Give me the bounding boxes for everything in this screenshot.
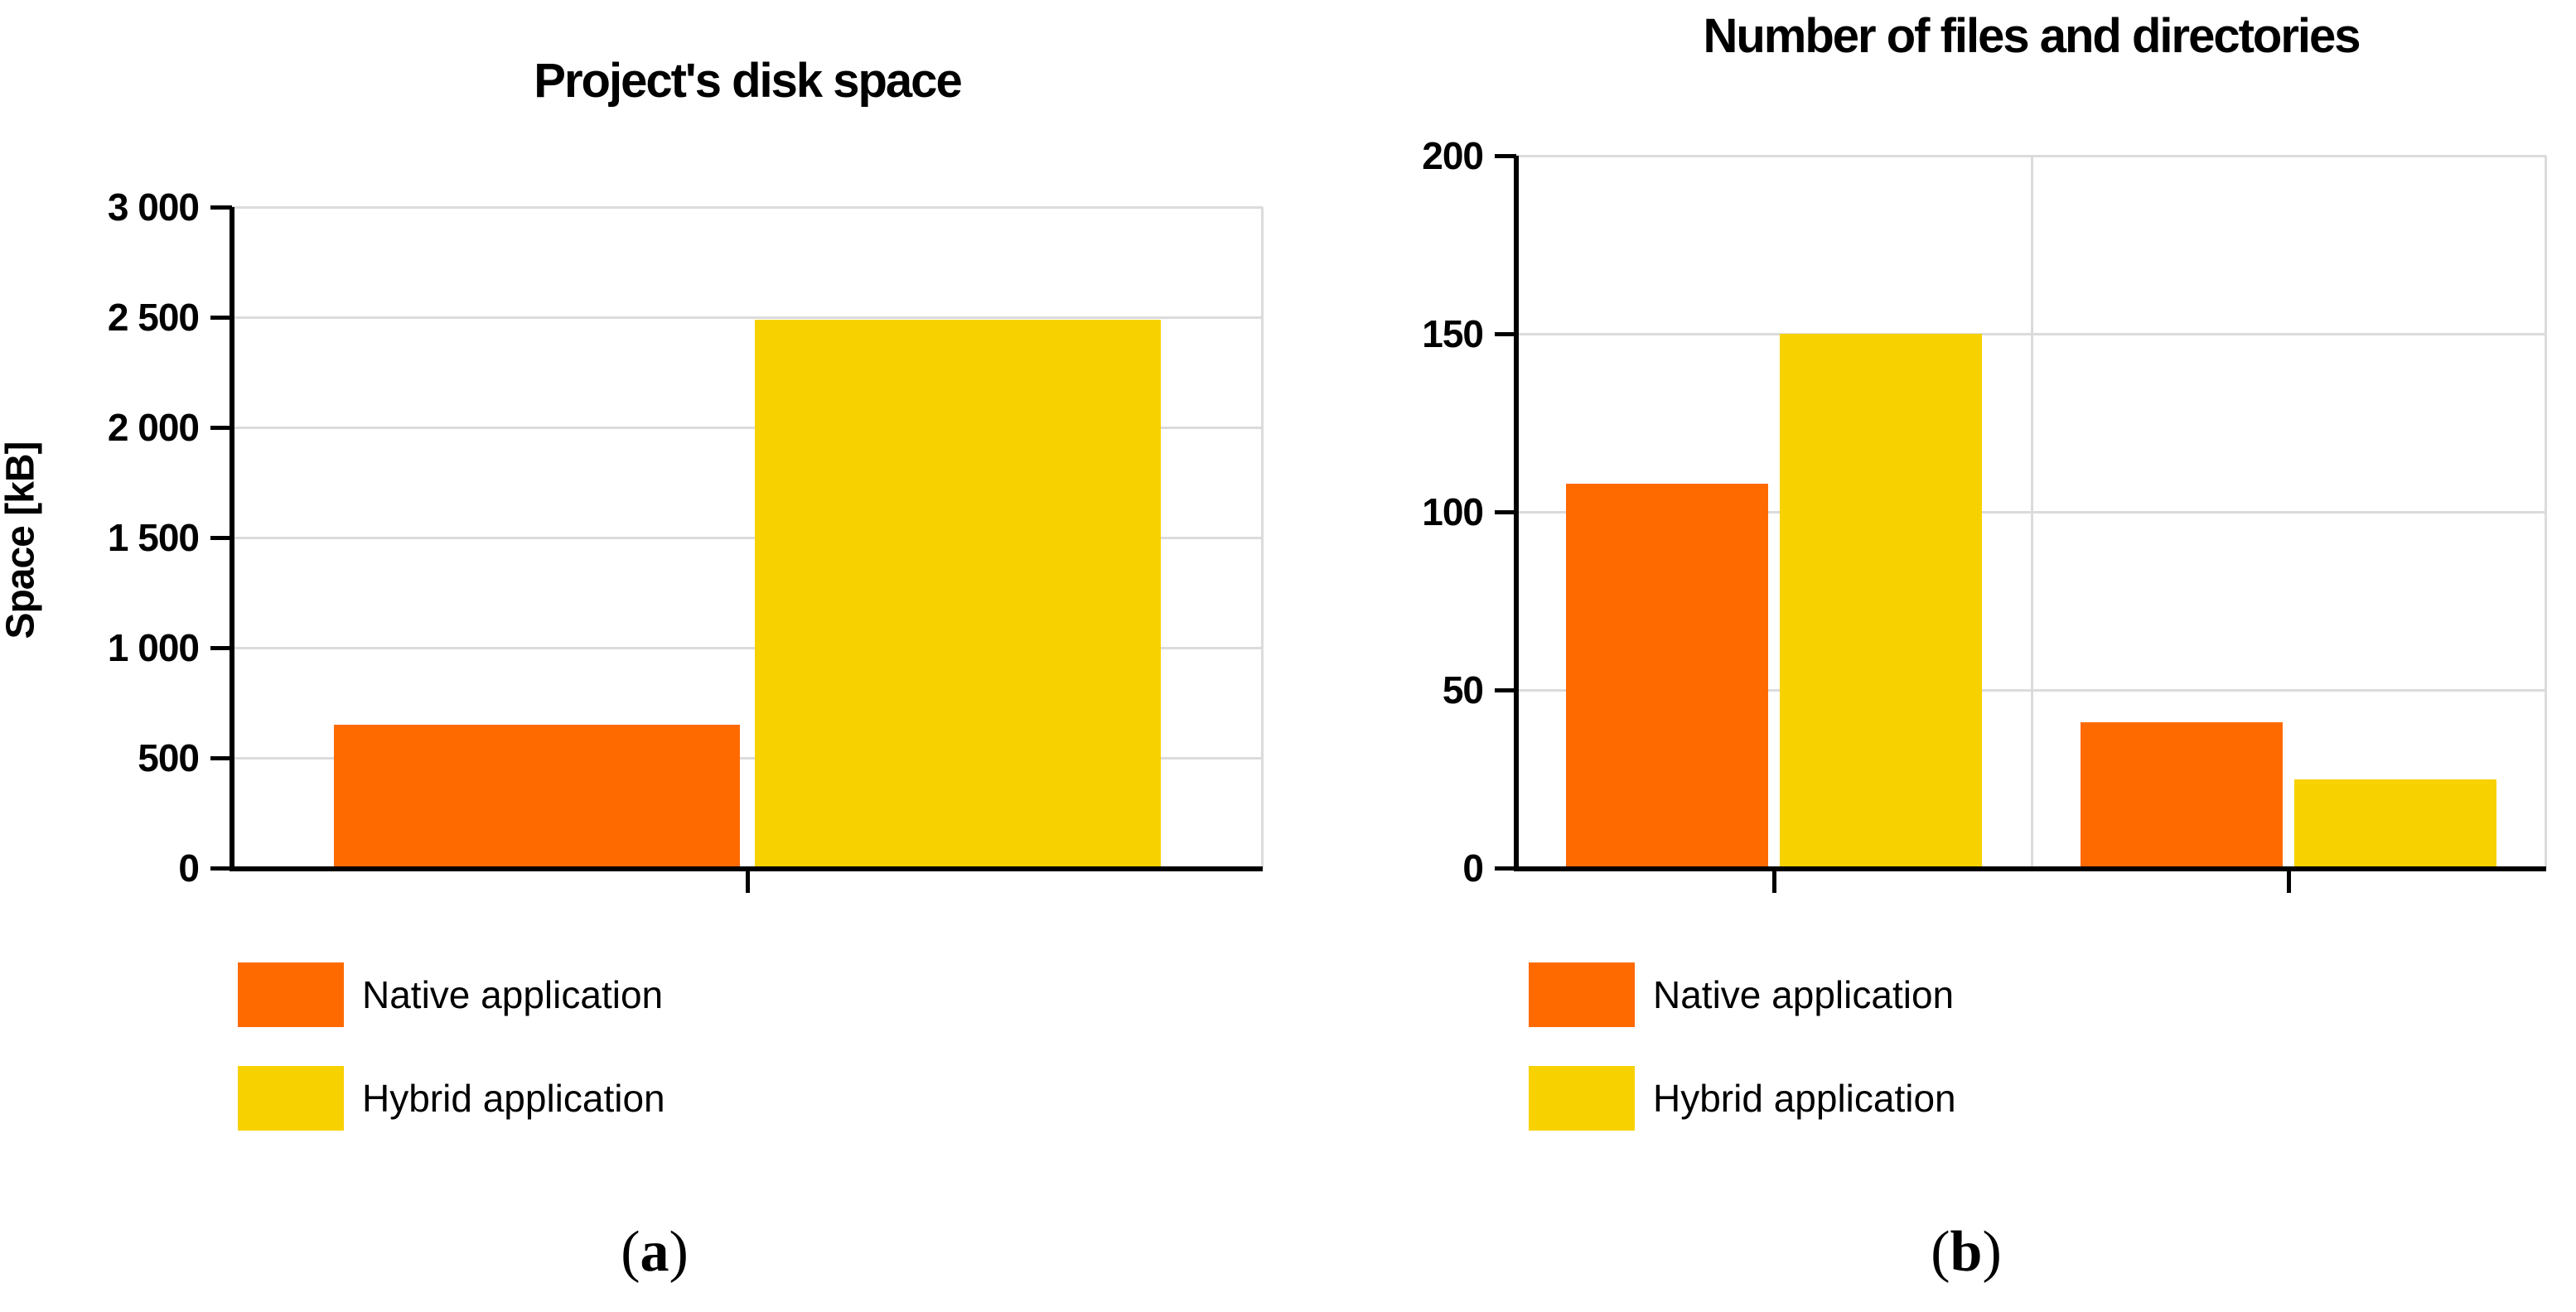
legend-item-hybrid: Hybrid application [1529, 1066, 1956, 1131]
y-axis-line [230, 207, 234, 871]
hybrid-swatch-icon [1529, 1066, 1635, 1131]
y-tick-1 500 [210, 536, 232, 540]
bar-hybrid-1 [755, 319, 1161, 868]
y-gridline-3 000 [232, 206, 1263, 209]
y-tick-50 [1495, 688, 1516, 692]
bar-native-1 [334, 725, 740, 868]
y-gridline-1 000 [232, 647, 1263, 649]
legend-label-hybrid: Hybrid application [1653, 1077, 1956, 1120]
caption-a: (a) [621, 1220, 689, 1284]
legend-label-hybrid: Hybrid application [362, 1077, 665, 1120]
hybrid-swatch-icon [238, 1066, 344, 1131]
chart-panel-a: Project's disk space Space [kB] Native a… [0, 54, 1264, 1284]
y-tick-label: 150 [1422, 312, 1484, 355]
y-tick-0 [1495, 866, 1516, 871]
category-separator [2030, 156, 2033, 868]
y-tick-label: 0 [1462, 847, 1484, 890]
legend-item-hybrid: Hybrid application [238, 1066, 665, 1131]
y-tick-2 500 [210, 316, 232, 320]
y-tick-label: 1 000 [107, 626, 200, 669]
x-axis-line [230, 866, 1263, 871]
y-gridline-2 500 [232, 316, 1263, 319]
y-tick-3 000 [210, 205, 232, 210]
x-tick [1771, 868, 1776, 893]
y-tick-150 [1495, 332, 1516, 336]
native-swatch-icon [1529, 962, 1635, 1027]
y-tick-label: 2 000 [107, 406, 200, 449]
y-tick-2 000 [210, 426, 232, 430]
y-gridline-500 [232, 757, 1263, 760]
y-tick-label: 200 [1422, 134, 1484, 177]
plot-right-border [1261, 207, 1264, 868]
y-tick-500 [210, 756, 232, 760]
bar-native-2 [2081, 721, 2284, 868]
x-axis-line [1514, 866, 2546, 871]
chart-panel-b: Number of files and directories Native a… [1288, 0, 2576, 1312]
y-tick-label: 0 [178, 847, 200, 890]
x-tick [746, 868, 750, 893]
y-tick-label: 1 500 [107, 516, 200, 559]
native-swatch-icon [238, 962, 344, 1027]
legend-item-native: Native application [1529, 962, 1956, 1027]
bar-native-1 [1565, 483, 1768, 868]
y-tick-0 [210, 866, 232, 871]
y-tick-100 [1495, 510, 1516, 514]
y-tick-label: 500 [138, 736, 200, 779]
y-tick-label: 50 [1442, 668, 1484, 711]
y-tick-label: 3 000 [107, 186, 200, 229]
chart-b-legend: Native application Hybrid application [1529, 962, 1956, 1170]
legend-label-native: Native application [1653, 973, 1955, 1016]
legend-item-native: Native application [238, 962, 665, 1027]
y-gridline-1 500 [232, 537, 1263, 539]
chart-a-title: Project's disk space [534, 54, 962, 108]
plot-right-border [2545, 156, 2547, 868]
y-tick-label: 2 500 [107, 296, 200, 339]
y-tick-label: 100 [1422, 490, 1484, 533]
y-axis-line [1514, 156, 1519, 871]
legend-label-native: Native application [362, 973, 664, 1016]
y-tick-200 [1495, 154, 1516, 158]
bar-hybrid-2 [2294, 779, 2497, 868]
y-gridline-2 000 [232, 427, 1263, 429]
y-tick-1 000 [210, 646, 232, 650]
bar-hybrid-1 [1779, 334, 1982, 868]
caption-b: (b) [1931, 1220, 2002, 1284]
chart-a-legend: Native application Hybrid application [238, 962, 665, 1170]
x-tick [2287, 868, 2292, 893]
chart-b-title: Number of files and directories [1703, 9, 2361, 63]
